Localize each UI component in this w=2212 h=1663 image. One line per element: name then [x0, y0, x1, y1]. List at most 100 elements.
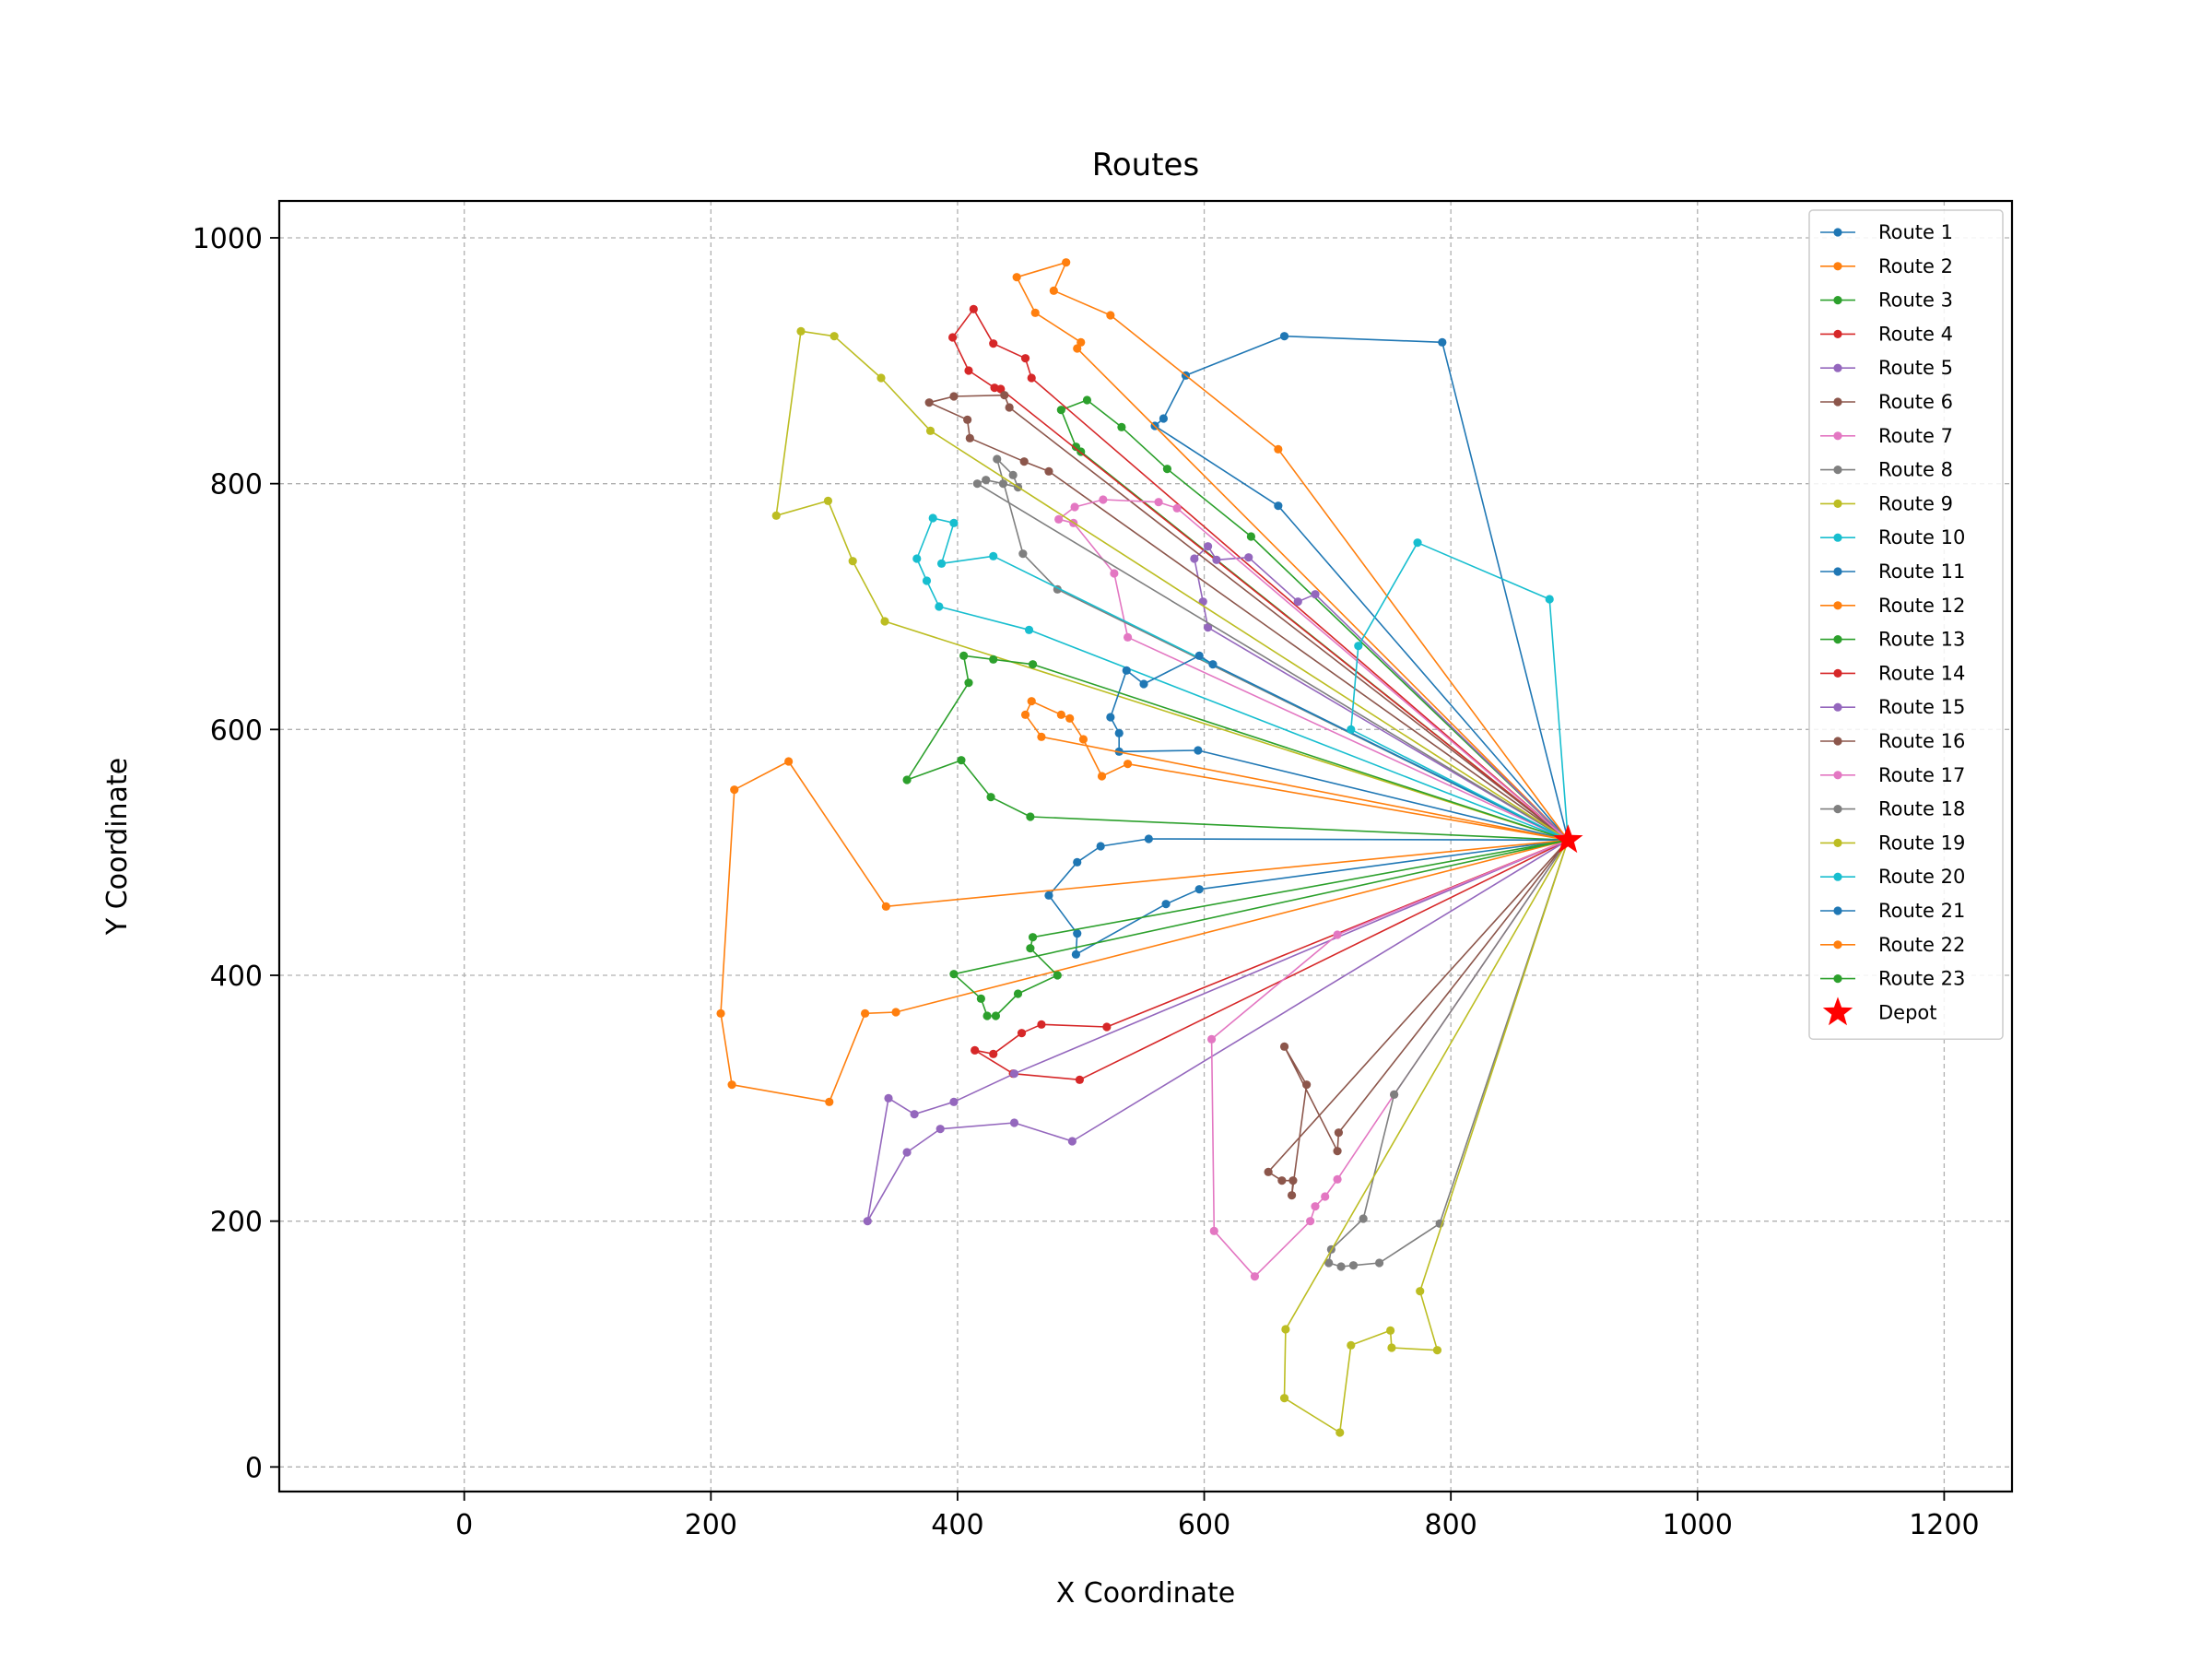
route-11-point — [1208, 660, 1218, 669]
legend-entry-route-10: Route 10 — [1820, 526, 1965, 548]
route-16-point — [1264, 1167, 1273, 1176]
route-7-line — [1057, 499, 1569, 842]
route-13-point — [959, 651, 969, 660]
legend-label: Route 20 — [1878, 866, 1965, 888]
route-9-point — [880, 617, 889, 626]
legend-marker — [1833, 567, 1842, 576]
legend-label: Route 17 — [1878, 764, 1965, 786]
route-20-point — [1354, 642, 1363, 651]
route-15-point — [1009, 1118, 1019, 1127]
route-12-point — [1065, 714, 1075, 723]
route-22-point — [860, 1008, 870, 1018]
route-14-point — [1102, 1022, 1112, 1032]
route-5-point — [1293, 597, 1302, 607]
legend-marker — [1833, 771, 1842, 780]
route-21-line — [1048, 838, 1569, 956]
route-19-series — [1279, 835, 1572, 1437]
legend-label: Route 11 — [1878, 560, 1965, 583]
legend-marker — [1833, 397, 1842, 407]
legend-entry-route-4: Route 4 — [1820, 323, 1953, 345]
route-14-point — [1075, 1075, 1085, 1084]
route-9-point — [830, 332, 839, 341]
x-tick-label: 800 — [1425, 1509, 1477, 1541]
route-6-point — [924, 398, 934, 407]
legend-marker — [1833, 431, 1842, 441]
legend-marker — [1833, 533, 1842, 542]
x-tick-label: 0 — [455, 1509, 473, 1541]
route-21-point — [1071, 949, 1080, 959]
y-tick-label: 1000 — [193, 223, 263, 255]
route-13-point — [989, 655, 998, 664]
legend-label: Route 5 — [1878, 357, 1953, 379]
route-20-point — [1413, 538, 1422, 548]
route-6-point — [949, 392, 959, 401]
legend-label: Route 13 — [1878, 629, 1965, 651]
route-13-point — [964, 678, 973, 688]
route-5-point — [1311, 590, 1320, 599]
route-6-point — [963, 415, 972, 424]
route-11-point — [1106, 713, 1115, 722]
x-axis-label: X Coordinate — [1056, 1577, 1236, 1610]
route-9-point — [848, 557, 857, 566]
route-2-point — [1073, 344, 1082, 353]
route-6-point — [1019, 457, 1029, 466]
legend-label: Route 21 — [1878, 900, 1965, 922]
route-5-point — [1190, 554, 1199, 563]
route-4-point — [996, 384, 1006, 394]
legend-entry-route-11: Route 11 — [1820, 560, 1965, 583]
route-14-point — [1017, 1029, 1027, 1038]
route-9-point — [796, 326, 806, 336]
x-tick-label: 1000 — [1663, 1509, 1733, 1541]
route-10-point — [935, 602, 944, 611]
route-8-line — [976, 458, 1569, 842]
route-12-point — [1056, 710, 1065, 719]
route-4-point — [989, 339, 998, 348]
legend-depot-marker — [1822, 997, 1853, 1026]
route-2-point — [1106, 311, 1115, 320]
legend-entry-route-21: Route 21 — [1820, 900, 1965, 922]
legend-label: Route 10 — [1878, 526, 1965, 548]
route-16-point — [1287, 1191, 1297, 1200]
legend-label: Route 14 — [1878, 662, 1965, 684]
legend-marker — [1833, 702, 1842, 712]
route-10-line — [915, 517, 1569, 842]
route-6-point — [1000, 391, 1009, 400]
route-11-point — [1194, 746, 1203, 755]
legend: Route 1 Route 2 Route 3 Route 4 Route 5 Route… — [1808, 209, 2004, 1040]
route-5-line — [1194, 545, 1569, 841]
legend-marker — [1833, 635, 1842, 644]
route-9-line — [775, 330, 1569, 842]
legend-marker — [1833, 974, 1842, 984]
route-18-series — [1324, 835, 1572, 1271]
route-19-point — [1432, 1346, 1442, 1355]
legend-entry-route-6: Route 6 — [1820, 391, 1953, 413]
route-18-point — [1374, 1258, 1384, 1268]
legend-entry-route-15: Route 15 — [1820, 696, 1965, 718]
route-1-line — [1154, 335, 1570, 841]
route-18-point — [1324, 1258, 1334, 1268]
route-6-point — [1005, 403, 1014, 412]
route-6-point — [965, 433, 974, 442]
route-15-point — [902, 1148, 912, 1157]
legend-label: Route 15 — [1878, 696, 1965, 718]
route-3-point — [1082, 395, 1092, 405]
route-13-line — [906, 655, 1569, 842]
route-10-point — [928, 513, 937, 523]
route-19-point — [1387, 1343, 1396, 1352]
route-7-point — [1054, 514, 1064, 524]
route-11-point — [1139, 679, 1148, 689]
legend-marker — [1833, 363, 1842, 372]
route-7-point — [1099, 495, 1108, 504]
route-23-point — [1013, 989, 1023, 998]
route-8-point — [1008, 470, 1018, 479]
route-13-point — [986, 793, 995, 802]
route-17-point — [1209, 1226, 1218, 1235]
route-4-point — [964, 366, 973, 375]
route-5-point — [1212, 555, 1221, 564]
route-21-point — [1044, 890, 1053, 900]
legend-label: Route 22 — [1878, 934, 1965, 956]
legend-marker — [1833, 940, 1842, 949]
route-22-point — [727, 1080, 736, 1090]
route-12-point — [1020, 710, 1030, 719]
